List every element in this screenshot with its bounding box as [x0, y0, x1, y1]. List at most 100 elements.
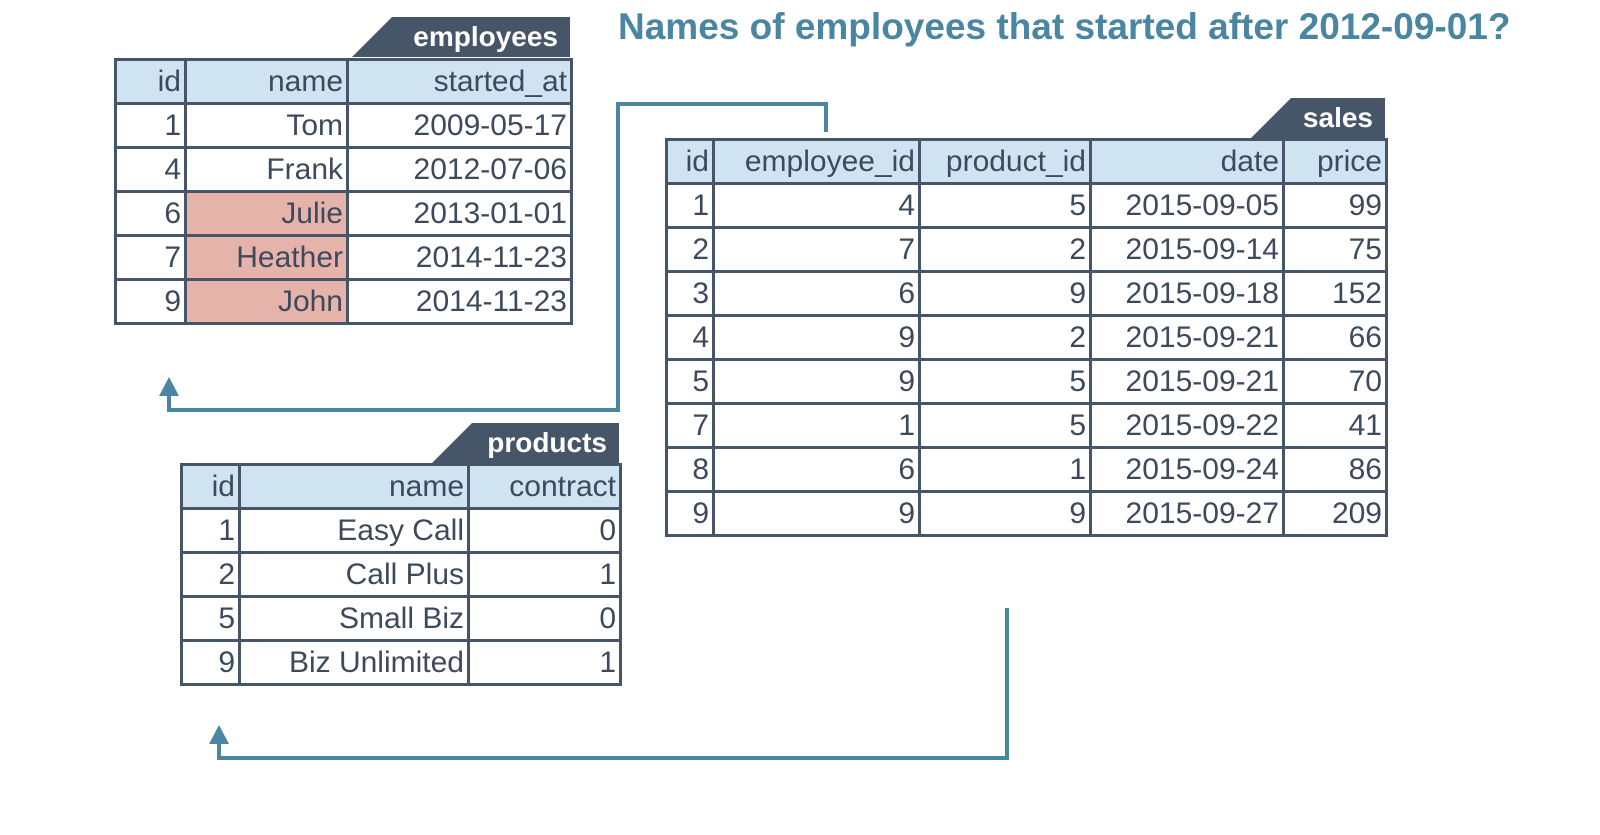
cell-product-id: 1 [918, 446, 1092, 493]
cell-product-id: 5 [918, 182, 1092, 229]
cell-id: 5 [180, 595, 241, 642]
cell-date: 2015-09-22 [1089, 402, 1285, 449]
table-row: 7 Heather 2014-11-23 [114, 234, 573, 281]
page-title: Names of employees that started after 20… [618, 6, 1511, 47]
products-arrow-head-icon [209, 725, 229, 744]
cell-employee-id: 1 [712, 402, 921, 449]
cell-employee-id: 4 [712, 182, 921, 229]
column-header-contract: contract [467, 463, 622, 510]
sales-table: id employee_id product_id date price 1 4 5 2015… [665, 138, 1388, 537]
table-row: 2 Call Plus 1 [180, 551, 622, 598]
cell-name: Frank [184, 146, 349, 193]
cell-price: 70 [1282, 358, 1388, 405]
cell-name-highlighted: John [184, 278, 349, 325]
cell-id: 9 [180, 639, 241, 686]
column-header-price: price [1282, 138, 1388, 185]
cell-price: 75 [1282, 226, 1388, 273]
cell-employee-id: 9 [712, 490, 921, 537]
cell-contract: 1 [467, 551, 622, 598]
cell-name: Small Biz [238, 595, 470, 642]
cell-date: 2015-09-24 [1089, 446, 1285, 493]
cell-id: 2 [180, 551, 241, 598]
column-header-date: date [1089, 138, 1285, 185]
table-row: 2 7 2 2015-09-14 75 [665, 226, 1388, 273]
cell-date: 2015-09-27 [1089, 490, 1285, 537]
table-header-row: id name contract [180, 463, 622, 510]
cell-name-highlighted: Heather [184, 234, 349, 281]
table-row: 7 1 5 2015-09-22 41 [665, 402, 1388, 449]
column-header-started-at: started_at [346, 58, 573, 105]
cell-name: Easy Call [238, 507, 470, 554]
cell-id: 7 [114, 234, 187, 281]
column-header-id: id [665, 138, 715, 185]
cell-contract: 0 [467, 595, 622, 642]
table-row: 6 Julie 2013-01-01 [114, 190, 573, 237]
cell-product-id: 9 [918, 270, 1092, 317]
cell-contract: 0 [467, 507, 622, 554]
cell-id: 3 [665, 270, 715, 317]
cell-product-id: 5 [918, 402, 1092, 449]
cell-price: 99 [1282, 182, 1388, 229]
cell-id: 4 [114, 146, 187, 193]
employees-arrow-head-icon [159, 377, 179, 396]
cell-employee-id: 6 [712, 270, 921, 317]
cell-id: 9 [114, 278, 187, 325]
table-header-row: id employee_id product_id date price [665, 138, 1388, 185]
table-row: 4 9 2 2015-09-21 66 [665, 314, 1388, 361]
table-row: 9 9 9 2015-09-27 209 [665, 490, 1388, 537]
cell-id: 4 [665, 314, 715, 361]
cell-price: 209 [1282, 490, 1388, 537]
cell-employee-id: 6 [712, 446, 921, 493]
cell-name-highlighted: Julie [184, 190, 349, 237]
table-row: 1 Easy Call 0 [180, 507, 622, 554]
cell-product-id: 5 [918, 358, 1092, 405]
cell-date: 2015-09-18 [1089, 270, 1285, 317]
cell-id: 1 [114, 102, 187, 149]
table-row: 8 6 1 2015-09-24 86 [665, 446, 1388, 493]
cell-id: 5 [665, 358, 715, 405]
cell-date: 2015-09-05 [1089, 182, 1285, 229]
table-row: 9 Biz Unlimited 1 [180, 639, 622, 686]
cell-id: 1 [180, 507, 241, 554]
table-row: 1 4 5 2015-09-05 99 [665, 182, 1388, 229]
cell-contract: 1 [467, 639, 622, 686]
cell-price: 86 [1282, 446, 1388, 493]
cell-price: 66 [1282, 314, 1388, 361]
table-row: 4 Frank 2012-07-06 [114, 146, 573, 193]
cell-product-id: 2 [918, 226, 1092, 273]
cell-price: 152 [1282, 270, 1388, 317]
cell-id: 2 [665, 226, 715, 273]
table-row: 9 John 2014-11-23 [114, 278, 573, 325]
table-row: 3 6 9 2015-09-18 152 [665, 270, 1388, 317]
cell-started-at: 2009-05-17 [346, 102, 573, 149]
employees-table: id name started_at 1 Tom 2009-05-17 4 Frank 201… [114, 58, 573, 325]
cell-name: Tom [184, 102, 349, 149]
column-header-id: id [114, 58, 187, 105]
products-table-label: products [432, 423, 619, 463]
cell-id: 1 [665, 182, 715, 229]
cell-employee-id: 9 [712, 314, 921, 361]
table-row: 5 Small Biz 0 [180, 595, 622, 642]
column-header-id: id [180, 463, 241, 510]
cell-employee-id: 9 [712, 358, 921, 405]
cell-started-at: 2014-11-23 [346, 278, 573, 325]
cell-price: 41 [1282, 402, 1388, 449]
column-header-name: name [238, 463, 470, 510]
table-row: 5 9 5 2015-09-21 70 [665, 358, 1388, 405]
employees-table-label: employees [352, 17, 570, 57]
sales-employee-link-line [167, 102, 828, 412]
cell-started-at: 2012-07-06 [346, 146, 573, 193]
cell-product-id: 9 [918, 490, 1092, 537]
table-row: 1 Tom 2009-05-17 [114, 102, 573, 149]
cell-started-at: 2013-01-01 [346, 190, 573, 237]
column-header-name: name [184, 58, 349, 105]
cell-id: 7 [665, 402, 715, 449]
cell-name: Biz Unlimited [238, 639, 470, 686]
cell-id: 6 [114, 190, 187, 237]
cell-employee-id: 7 [712, 226, 921, 273]
cell-date: 2015-09-14 [1089, 226, 1285, 273]
cell-date: 2015-09-21 [1089, 314, 1285, 361]
products-table: id name contract 1 Easy Call 0 2 Call Plus 1 5 Sm… [180, 463, 622, 686]
cell-product-id: 2 [918, 314, 1092, 361]
cell-name: Call Plus [238, 551, 470, 598]
